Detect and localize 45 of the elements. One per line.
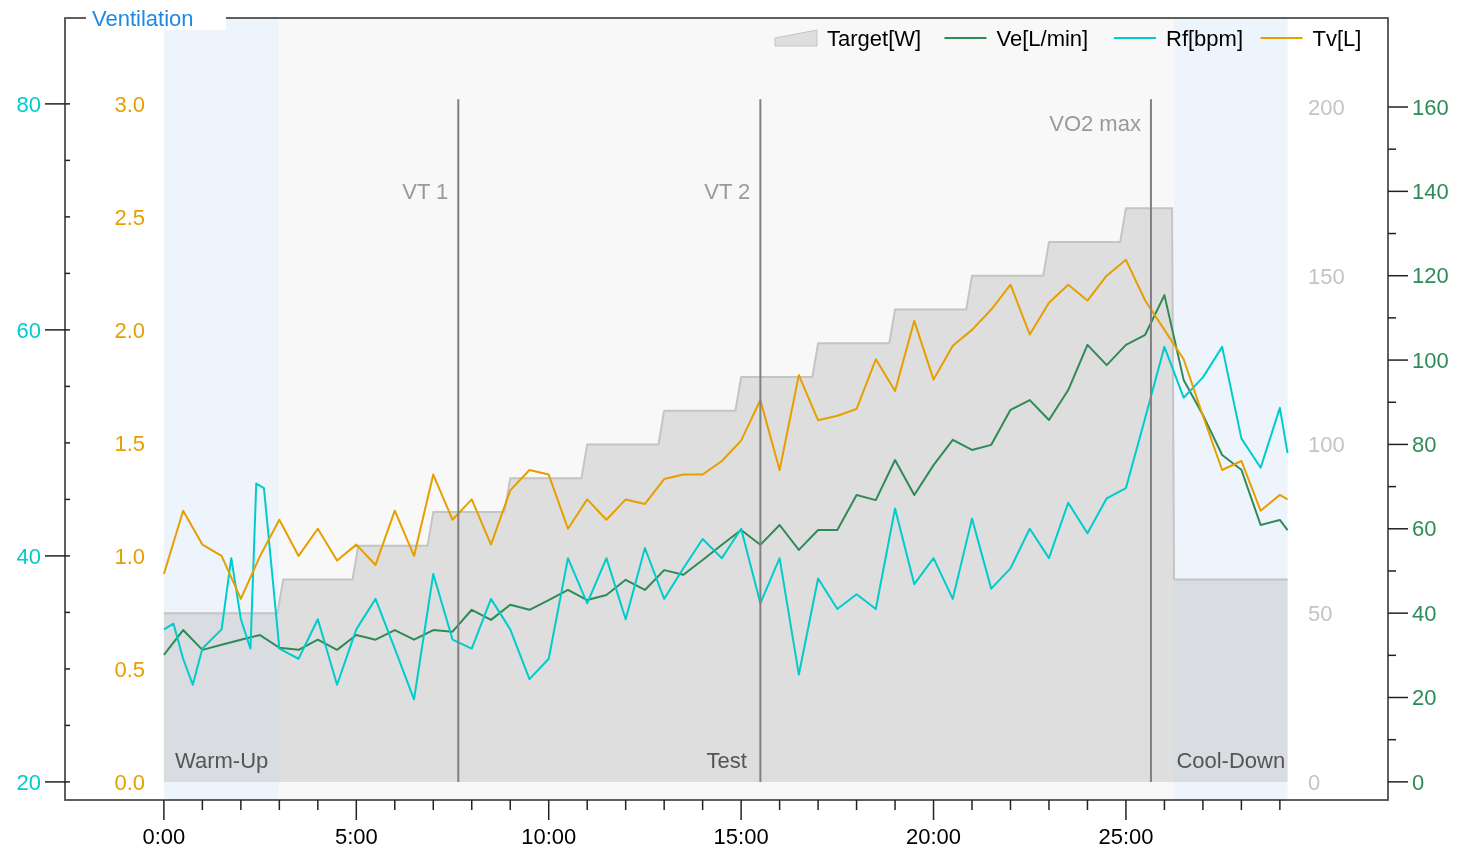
y2-tick-label: 120: [1412, 263, 1449, 289]
legend-label: Ve[L/min]: [996, 25, 1089, 51]
y3-tick-label: 2.5: [114, 204, 145, 230]
legend-label: Rf[bpm]: [1166, 25, 1244, 51]
line-series: [162, 345, 1289, 701]
y-tick-label: 0: [1308, 769, 1321, 795]
band-label: Warm-Up: [174, 748, 269, 774]
x-tick-label: 15:00: [713, 824, 769, 849]
band-label: Cool-Down: [1176, 748, 1286, 774]
y2-tick-label: 20: [1412, 685, 1437, 711]
y-tick-label: 40: [16, 543, 41, 569]
y2-tick-label: 100: [1412, 347, 1449, 373]
x-tick-label: 10:00: [521, 824, 577, 849]
y2-tick-label: 80: [1412, 432, 1437, 458]
ref-line-label: VO2 max: [1049, 111, 1141, 137]
y3-tick-label: 2.0: [114, 317, 145, 343]
ref-line-label: VT 1: [402, 179, 449, 205]
y2-tick-label: 140: [1412, 179, 1449, 205]
y3-tick-label: 3.0: [114, 91, 145, 117]
legend-label: Target[W]: [827, 25, 922, 51]
y3-tick-label: 1.0: [114, 543, 145, 569]
line-series: [162, 258, 1289, 600]
ref-line-label: VT 2: [704, 179, 751, 205]
y-tick-label: 80: [16, 91, 41, 117]
y-tick-label: 20: [16, 769, 41, 795]
line-series: [162, 294, 1289, 656]
y3-tick-label: 0.5: [114, 656, 145, 682]
y2-tick-label: 40: [1412, 600, 1437, 626]
x-tick-label: 25:00: [1098, 824, 1154, 849]
x-tick-label: 0:00: [142, 824, 186, 849]
band-label: Test: [706, 748, 747, 774]
y-tick-label: 150: [1308, 263, 1345, 289]
x-tick-label: 20:00: [906, 824, 962, 849]
y-tick-label: 60: [16, 317, 41, 343]
legend-label: Tv[L]: [1312, 25, 1362, 51]
x-tick-label: 5:00: [334, 824, 378, 849]
y-tick-label: 200: [1308, 94, 1345, 120]
y-tick-label: 100: [1308, 432, 1345, 458]
y2-tick-label: 160: [1412, 94, 1449, 120]
y-tick-label: 50: [1308, 601, 1333, 627]
y3-tick-label: 0.0: [114, 769, 145, 795]
y2-tick-label: 60: [1412, 516, 1437, 542]
y2-tick-label: 0: [1412, 769, 1425, 795]
y3-tick-label: 1.5: [114, 430, 145, 456]
chart-title: Ventilation: [92, 5, 194, 31]
